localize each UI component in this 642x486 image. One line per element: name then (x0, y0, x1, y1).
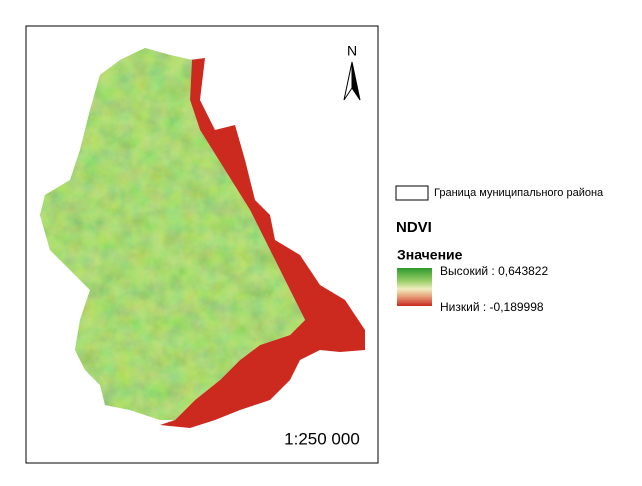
boundary-label: Граница муниципального района (434, 187, 604, 199)
boundary-swatch (395, 185, 429, 201)
low-label: Низкий : -0,189998 (440, 300, 544, 314)
layer-label: NDVI (396, 219, 432, 236)
north-label: N (347, 43, 357, 59)
scale-label: 1:250 000 (284, 429, 360, 448)
field-label: Значение (397, 247, 463, 263)
ndvi-ramp (397, 268, 432, 306)
district-texture (40, 48, 305, 420)
water-zone (160, 58, 365, 428)
north-arrow: N (343, 43, 361, 101)
arrow-right (351, 61, 361, 101)
high-label: Высокий : 0,643822 (440, 264, 548, 278)
